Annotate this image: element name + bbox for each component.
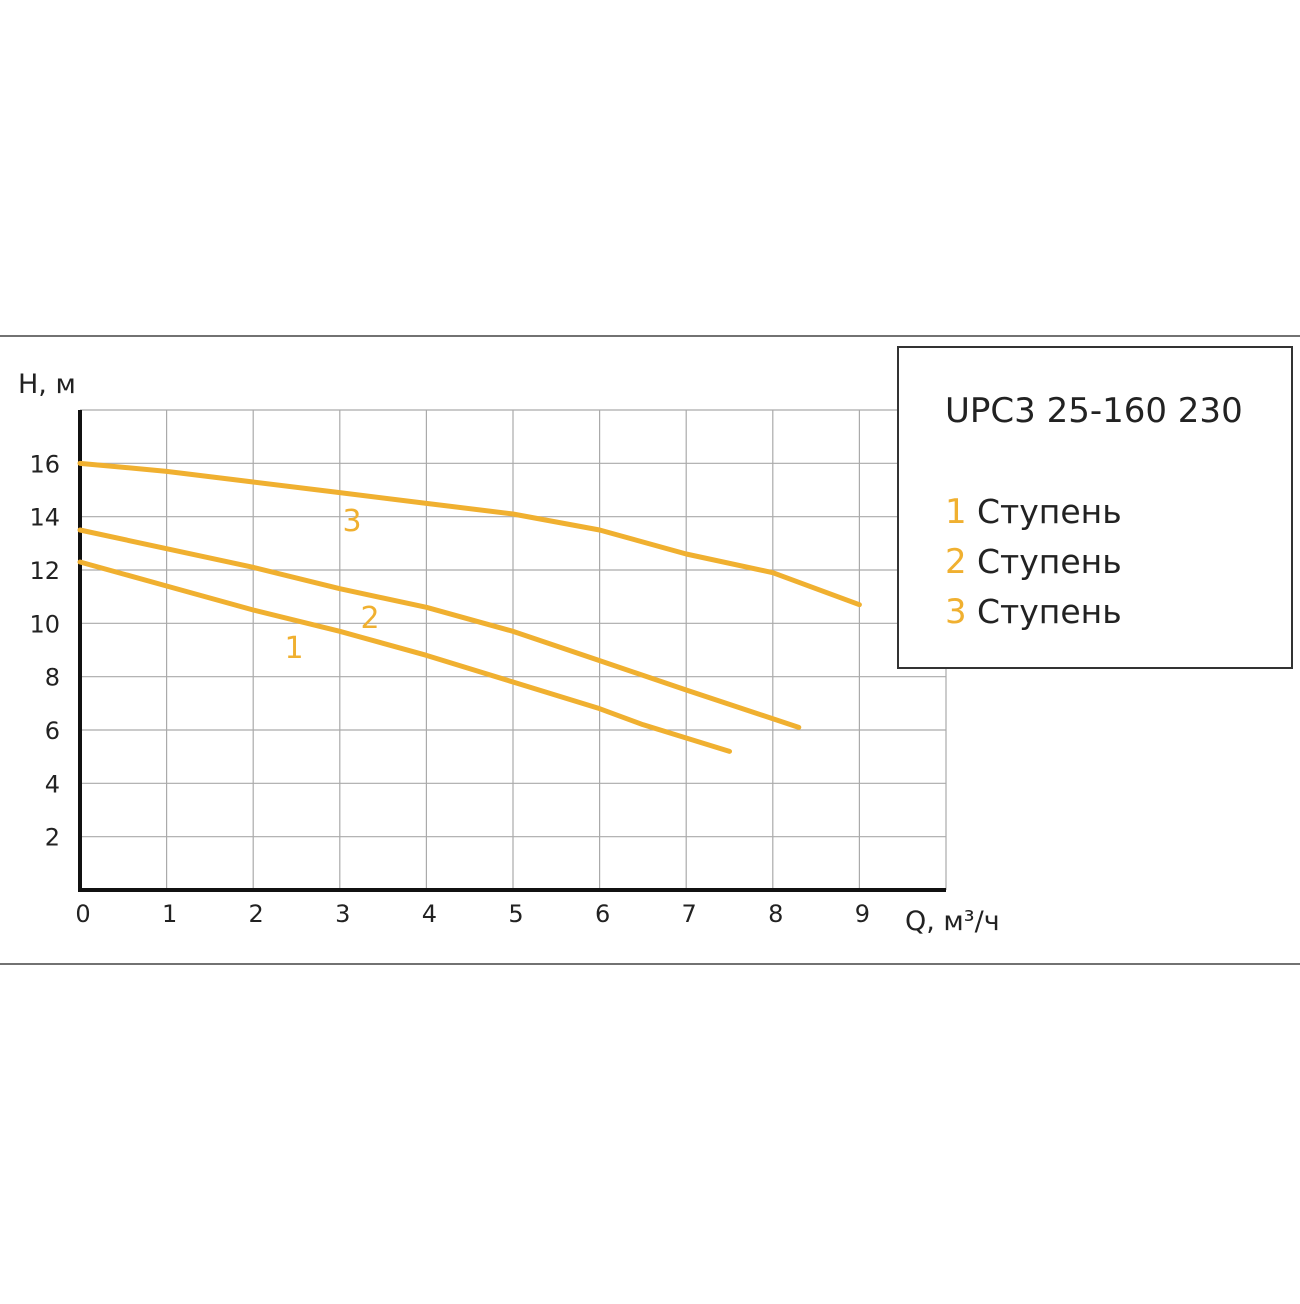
x-tick-label: 0 bbox=[75, 900, 90, 928]
legend-box bbox=[897, 346, 1293, 669]
curve bbox=[77, 559, 732, 754]
x-tick-label: 1 bbox=[162, 900, 177, 928]
y-tick-label: 10 bbox=[29, 610, 60, 638]
legend: 1 Ступень 2 Ступень 3 Ступень bbox=[945, 492, 1122, 632]
legend-number: 2 bbox=[945, 542, 967, 582]
plot: 1 2 3 bbox=[77, 460, 862, 754]
y-tick-label: 6 bbox=[45, 717, 60, 745]
y-tick-label: 8 bbox=[45, 664, 60, 692]
curve bbox=[77, 527, 802, 730]
legend-label: Ступень bbox=[977, 492, 1122, 531]
curve-label: 2 bbox=[360, 601, 379, 636]
x-tick-label: 4 bbox=[422, 900, 437, 928]
x-tick-label: 2 bbox=[249, 900, 264, 928]
legend-title: UPC3 25-160 230 bbox=[945, 391, 1243, 431]
x-tick-label: 8 bbox=[768, 900, 783, 928]
x-tick-label: 6 bbox=[595, 900, 610, 928]
legend-number: 1 bbox=[945, 492, 967, 532]
y-tick-label: 16 bbox=[29, 450, 60, 478]
curve-label: 3 bbox=[342, 504, 361, 539]
x-tick-label: 3 bbox=[335, 900, 350, 928]
legend-label: Ступень bbox=[977, 592, 1122, 631]
x-tick-label: 5 bbox=[508, 900, 523, 928]
y-tick-label: 4 bbox=[45, 770, 60, 798]
curve-label: 1 bbox=[284, 631, 303, 666]
legend-number: 3 bbox=[945, 592, 967, 632]
y-tick-label: 2 bbox=[45, 824, 60, 852]
x-axis-label: Q, м³/ч bbox=[905, 906, 1000, 937]
x-tick-label: 7 bbox=[682, 900, 697, 928]
y-tick-label: 12 bbox=[29, 557, 60, 585]
legend-label: Ступень bbox=[977, 542, 1122, 581]
x-tick-label: 9 bbox=[855, 900, 870, 928]
y-tick-label: 14 bbox=[29, 504, 60, 532]
curve bbox=[77, 460, 862, 608]
y-axis-label: H, м bbox=[18, 369, 76, 400]
